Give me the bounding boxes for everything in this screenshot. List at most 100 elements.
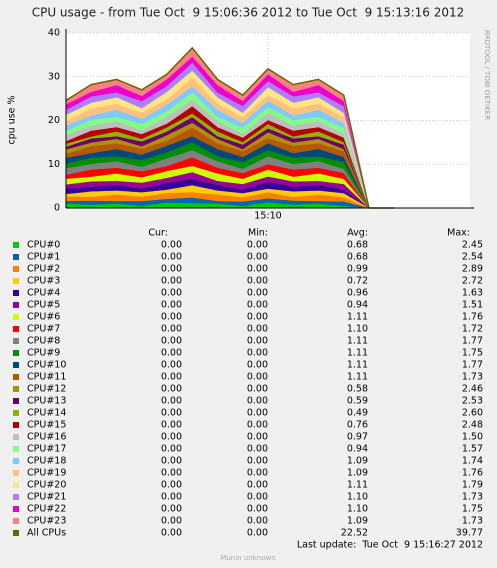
legend-label: CPU#4 <box>27 288 60 299</box>
legend-stat: 0.58 <box>347 384 368 395</box>
legend-label: CPU#10 <box>27 360 66 371</box>
legend-label: All CPUs <box>27 528 66 539</box>
legend-stat: 0.00 <box>161 468 182 479</box>
legend-stat: 1.63 <box>462 288 483 299</box>
legend-stat: 1.57 <box>462 444 483 455</box>
legend-stat: 0.00 <box>247 480 268 491</box>
y-tick-label: 20 <box>48 115 60 126</box>
legend-stat: 2.53 <box>462 396 483 407</box>
legend-label: CPU#11 <box>27 372 66 383</box>
legend-swatch <box>13 314 19 320</box>
legend-stat: 0.00 <box>247 444 268 455</box>
legend-label: CPU#6 <box>27 312 60 323</box>
legend-stat: 0.94 <box>347 444 368 455</box>
legend-column-header: Min: <box>248 228 268 239</box>
legend-stat: 0.00 <box>161 264 182 275</box>
legend-stat: 0.00 <box>247 396 268 407</box>
legend-label: CPU#1 <box>27 252 60 263</box>
legend-stat: 0.00 <box>247 300 268 311</box>
legend-stat: 0.00 <box>247 288 268 299</box>
legend-stat: 2.48 <box>462 420 483 431</box>
legend-label: CPU#15 <box>27 420 66 431</box>
total-line <box>65 46 395 209</box>
legend-stat: 0.00 <box>161 408 182 419</box>
legend-swatch <box>13 398 19 404</box>
legend-swatch <box>13 422 19 428</box>
legend-swatch <box>13 350 19 356</box>
legend-label: CPU#0 <box>27 240 60 251</box>
legend-stat: 1.73 <box>462 492 483 503</box>
legend-stat: 0.00 <box>161 312 182 323</box>
legend-stat: 39.77 <box>456 528 483 539</box>
legend-stat: 0.59 <box>347 396 368 407</box>
legend-stat: 1.79 <box>462 480 483 491</box>
legend-stat: 1.11 <box>347 480 368 491</box>
legend-stat: 0.00 <box>161 456 182 467</box>
legend-stat: 0.00 <box>161 396 182 407</box>
legend-stat: 0.00 <box>161 372 182 383</box>
legend-swatch <box>13 302 19 308</box>
chart-title: CPU usage - from Tue Oct 9 15:06:36 2012… <box>32 6 465 20</box>
legend-swatch <box>13 518 19 524</box>
y-tick-label: 10 <box>48 159 60 170</box>
rrdtool-credit: RRDTOOL / TOBI OETIKER <box>483 30 491 120</box>
legend-stat: 0.00 <box>161 480 182 491</box>
x-tick-label: 15:10 <box>254 211 281 222</box>
y-tick-label: 30 <box>48 71 60 82</box>
legend-swatch <box>13 434 19 440</box>
legend-stat: 0.00 <box>161 300 182 311</box>
legend-stat: 0.00 <box>247 264 268 275</box>
legend-swatch <box>13 374 19 380</box>
footer: Munin unknown <box>220 554 275 562</box>
legend-swatch <box>13 446 19 452</box>
legend-label: CPU#20 <box>27 480 66 491</box>
legend-stat: 0.00 <box>247 276 268 287</box>
y-axis-label: cpu use % <box>7 95 18 144</box>
legend-stat: 1.72 <box>462 324 483 335</box>
legend-stat: 0.97 <box>347 432 368 443</box>
legend-stat: 0.00 <box>247 384 268 395</box>
legend-stat: 0.00 <box>161 324 182 335</box>
legend-label: CPU#8 <box>27 336 60 347</box>
legend-column-header: Avg: <box>347 228 368 239</box>
legend-stat: 0.68 <box>347 240 368 251</box>
legend-stat: 0.76 <box>347 420 368 431</box>
legend-column-header: Cur: <box>148 228 168 239</box>
legend-stat: 2.46 <box>462 384 483 395</box>
legend-stat: 0.00 <box>247 240 268 251</box>
legend-label: CPU#9 <box>27 348 60 359</box>
legend-label: CPU#12 <box>27 384 66 395</box>
legend-stat: 0.00 <box>247 324 268 335</box>
legend-stat: 0.00 <box>247 336 268 347</box>
legend-stat: 0.00 <box>161 240 182 251</box>
legend-stat: 2.89 <box>462 264 483 275</box>
legend-stat: 0.00 <box>247 312 268 323</box>
legend-swatch <box>13 506 19 512</box>
legend-stat: 0.00 <box>161 252 182 263</box>
legend-stat: 0.00 <box>161 360 182 371</box>
legend-stat: 0.00 <box>161 492 182 503</box>
legend-stat: 0.00 <box>161 348 182 359</box>
legend-swatch <box>13 338 19 344</box>
legend-stat: 0.00 <box>161 288 182 299</box>
y-tick-label: 40 <box>48 28 60 39</box>
legend-swatch <box>13 266 19 272</box>
legend-label: CPU#16 <box>27 432 66 443</box>
legend-swatch <box>13 254 19 260</box>
legend-stat: 0.00 <box>247 432 268 443</box>
legend-stat: 1.11 <box>347 336 368 347</box>
legend-stat: 1.76 <box>462 468 483 479</box>
legend-stat: 1.09 <box>347 516 368 527</box>
legend-stat: 0.00 <box>247 408 268 419</box>
legend-label: CPU#21 <box>27 492 66 503</box>
legend-stat: 0.00 <box>161 336 182 347</box>
legend-label: CPU#17 <box>27 444 66 455</box>
legend-stat: 0.96 <box>347 288 368 299</box>
legend-label: CPU#19 <box>27 468 66 479</box>
legend-stat: 1.77 <box>462 360 483 371</box>
legend-stat: 1.73 <box>462 516 483 527</box>
legend-stat: 1.11 <box>347 312 368 323</box>
legend-stat: 0.72 <box>347 276 368 287</box>
legend-column-header: Max: <box>447 228 470 239</box>
